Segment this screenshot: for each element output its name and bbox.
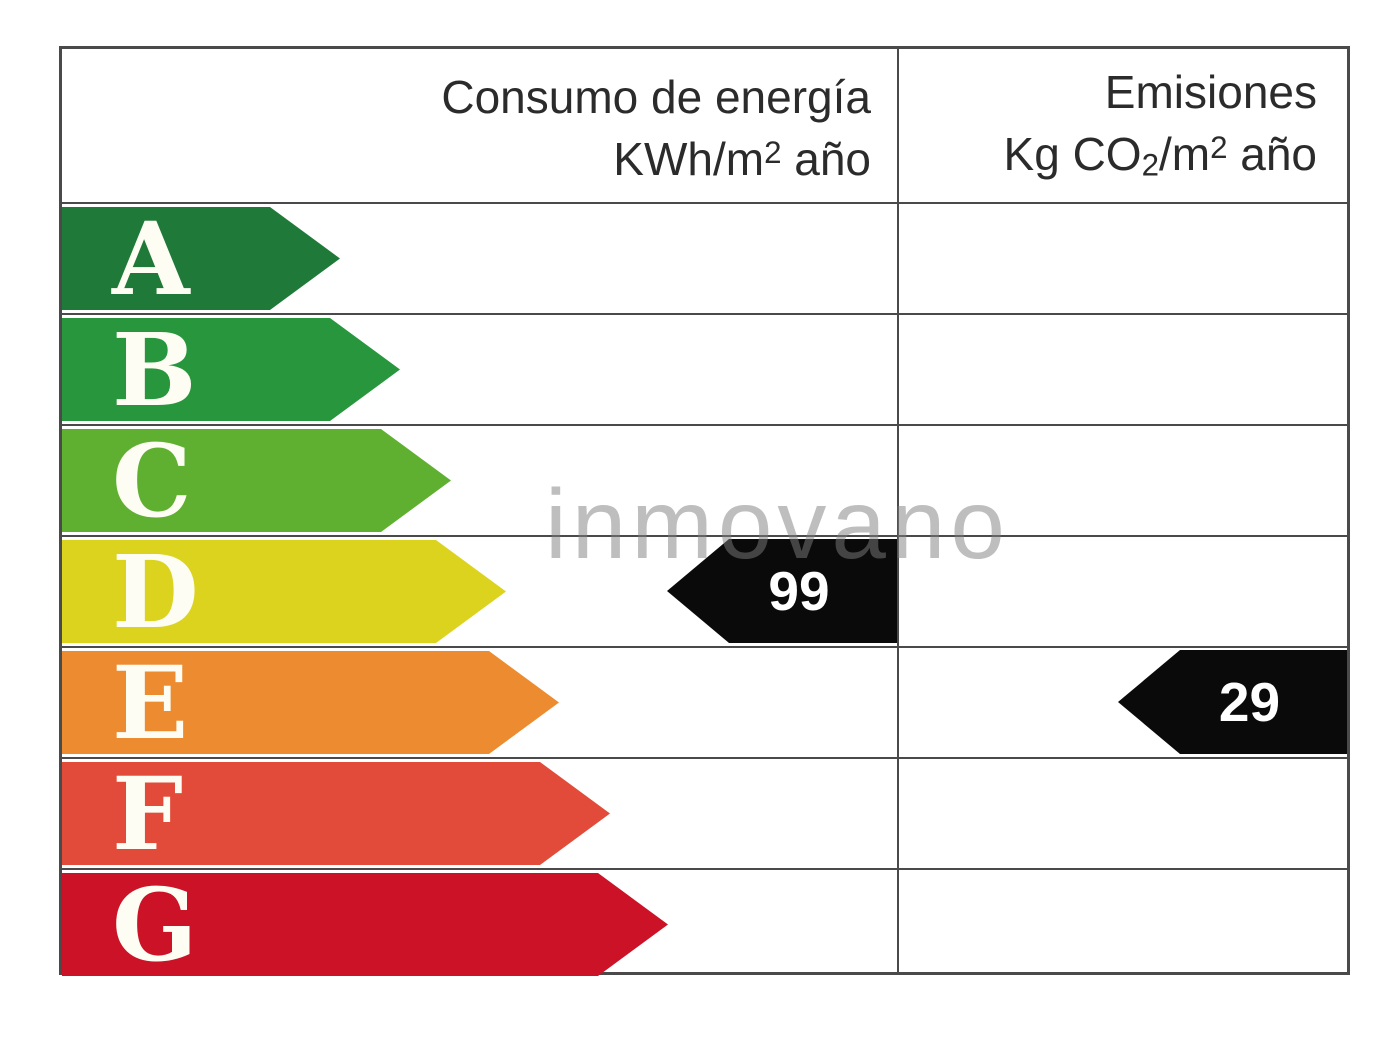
emissions-header-line1: Emisiones (1104, 65, 1317, 118)
scale-letter-c: C (112, 421, 192, 540)
consumption-header-line2: KWh/m2 año (613, 132, 871, 185)
column-divider (897, 46, 899, 975)
scale-arrow-f: F (62, 762, 610, 865)
scale-row-c: C (62, 424, 1347, 535)
scale-letter-g: G (112, 865, 198, 984)
consumption-header-line1: Consumo de energía (441, 71, 871, 124)
scale-letter-a: A (112, 199, 190, 318)
scale-arrow-a: A (62, 207, 340, 310)
superscript-2: 2 (764, 135, 782, 171)
scale-row-a: A (62, 202, 1347, 313)
scale-letter-b: B (112, 310, 197, 429)
emissions-header: Emisiones Kg CO2/m2 año (897, 49, 1347, 202)
scale-letter-d: D (112, 532, 199, 651)
scale-row-g: G (62, 868, 1347, 972)
consumption-rating-value: 99 (768, 560, 830, 622)
scale-row-b: B (62, 313, 1347, 424)
consumption-header: Consumo de energía KWh/m2 año (62, 49, 897, 202)
watermark-text: inmovano (545, 469, 1010, 579)
superscript-2: 2 (1210, 129, 1228, 165)
scale-arrow-d: D (62, 540, 506, 643)
scale-arrow-c: C (62, 429, 451, 532)
subscript-2: 2 (1141, 147, 1159, 183)
scale-row-f: F (62, 757, 1347, 868)
emissions-rating-value: 29 (1218, 671, 1281, 733)
scale-arrow-b: B (62, 318, 400, 421)
scale-letter-e: E (112, 643, 189, 762)
emissions-header-line2: Kg CO2/m2 año (1003, 127, 1317, 183)
scale-letter-f: F (112, 754, 183, 873)
scale-arrow-e: E (62, 651, 559, 754)
table-header: Consumo de energía KWh/m2 año Emisiones … (62, 49, 1347, 202)
scale-arrow-g: G (62, 873, 668, 976)
